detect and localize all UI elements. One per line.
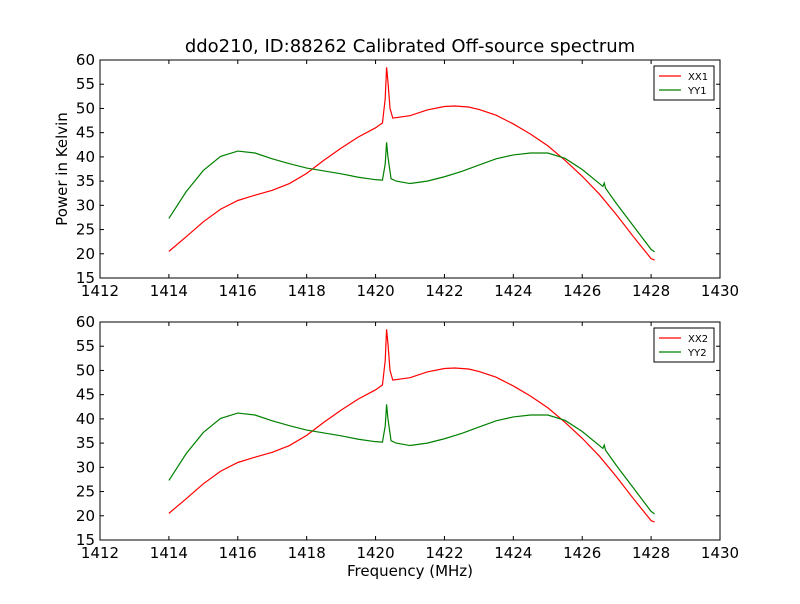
y-axis-label: Power in Kelvin bbox=[53, 112, 71, 226]
legend-box bbox=[653, 327, 715, 363]
y-tick-label: 30 bbox=[76, 458, 95, 476]
chart-panel-2: 1412 1414 1416 1418 1420 1422 1424 1426 1428 1430… bbox=[76, 313, 739, 580]
legend-label-yy1: YY1 bbox=[687, 86, 707, 97]
y-tick-label: 35 bbox=[76, 172, 95, 190]
x-tick-label: 1428 bbox=[632, 282, 670, 300]
y-tick-label: 20 bbox=[76, 507, 95, 525]
x-tick-label: 1424 bbox=[494, 544, 532, 562]
x-tick-label: 1426 bbox=[563, 282, 601, 300]
y-tick-label: 45 bbox=[76, 124, 95, 142]
y-tick-label: 35 bbox=[76, 434, 95, 452]
legend-label-xx2: XX2 bbox=[688, 334, 708, 345]
y-tick-label: 15 bbox=[76, 269, 95, 287]
y-tick-label: 25 bbox=[76, 483, 95, 501]
series-line-xx1 bbox=[168, 67, 655, 261]
y-tick-label: 40 bbox=[76, 148, 95, 166]
x-tick-label: 1422 bbox=[425, 282, 463, 300]
x-tick-label: 1416 bbox=[219, 282, 257, 300]
y-tick-label: 50 bbox=[76, 99, 95, 117]
x-tick-label: 1420 bbox=[356, 282, 394, 300]
x-tick-label: 1418 bbox=[288, 544, 326, 562]
legend-box bbox=[653, 65, 715, 101]
y-tick-label: 60 bbox=[76, 51, 95, 69]
y-tick-label: 25 bbox=[76, 221, 95, 239]
y-tick-label: 55 bbox=[76, 75, 95, 93]
x-tick-label: 1424 bbox=[494, 282, 532, 300]
series-line-yy2 bbox=[168, 404, 655, 515]
axes-frame bbox=[99, 59, 721, 279]
legend-label-yy2: YY2 bbox=[687, 348, 707, 359]
y-tick-label: 60 bbox=[76, 313, 95, 331]
y-tick-label: 50 bbox=[76, 361, 95, 379]
x-tick-label: 1414 bbox=[150, 282, 188, 300]
x-tick-label: 1430 bbox=[701, 544, 739, 562]
x-tick-label: 1416 bbox=[219, 544, 257, 562]
x-tick-label: 1430 bbox=[701, 282, 739, 300]
y-tick-label: 45 bbox=[76, 386, 95, 404]
y-tick-label: 55 bbox=[76, 337, 95, 355]
x-tick-label: 1414 bbox=[150, 544, 188, 562]
y-tick-label: 30 bbox=[76, 196, 95, 214]
series-line-yy1 bbox=[168, 142, 655, 253]
axes-frame bbox=[99, 321, 721, 541]
y-tick-label: 40 bbox=[76, 410, 95, 428]
legend-label-xx1: XX1 bbox=[688, 72, 708, 83]
x-tick-label: 1418 bbox=[288, 282, 326, 300]
x-tick-label: 1412 bbox=[81, 544, 119, 562]
x-tick-label: 1422 bbox=[425, 544, 463, 562]
y-tick-label: 20 bbox=[76, 245, 95, 263]
chart-title: ddo210, ID:88262 Calibrated Off-source s… bbox=[185, 36, 635, 57]
x-axis-label: Frequency (MHz) bbox=[347, 562, 473, 580]
x-tick-label: 1412 bbox=[81, 282, 119, 300]
y-tick-label: 15 bbox=[76, 531, 95, 549]
x-tick-label: 1428 bbox=[632, 544, 670, 562]
x-tick-label: 1426 bbox=[563, 544, 601, 562]
chart-panel-1: 1412 1414 1416 1418 1420 1422 1424 1426 1428 1430… bbox=[53, 36, 739, 300]
x-tick-label: 1420 bbox=[356, 544, 394, 562]
series-line-xx2 bbox=[168, 329, 655, 523]
